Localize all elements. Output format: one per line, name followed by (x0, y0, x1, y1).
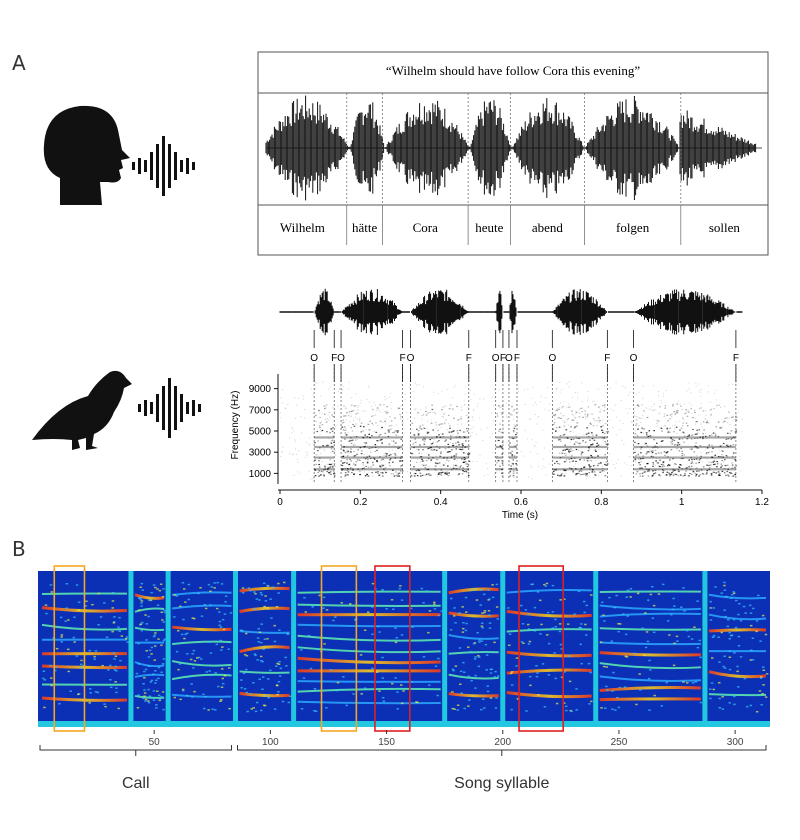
x-tick-label: 150 (378, 737, 395, 748)
sound-wave-bar (186, 158, 189, 174)
marker-label: F (500, 353, 506, 364)
segment-separator (593, 571, 599, 727)
y-tick-label: 5000 (249, 427, 272, 438)
speech-sentence: “Wilhelm should have follow Cora this ev… (386, 63, 641, 78)
marker-label: F (399, 353, 405, 364)
speech-box: “Wilhelm should have follow Cora this ev… (257, 51, 769, 256)
sound-wave-bar (180, 394, 183, 422)
speech-word: sollen (709, 220, 741, 235)
speech-word: hätte (352, 220, 377, 235)
bird-spectrogram-xlabel: Time (s) (502, 510, 538, 521)
x-tick-label: 300 (727, 737, 744, 748)
y-tick-label: 3000 (249, 448, 272, 459)
sound-wave-bar (150, 152, 153, 180)
sound-wave-bar (162, 136, 165, 196)
song-spectrogram-axis: 50 100 150 200 250 300 (149, 730, 744, 748)
bird-spectrogram-axes: 1000 3000 5000 7000 9000 0 0.2 0.4 0.6 0.8 1 1.2 (249, 374, 769, 508)
x-tick-label: 0.8 (594, 497, 608, 508)
x-tick-label: 1.2 (755, 497, 769, 508)
bird-spectrogram-ylabel: Frequency (Hz) (230, 391, 241, 460)
sound-wave-bar (174, 386, 177, 430)
marker-label: F (466, 353, 472, 364)
x-tick-label: 0.6 (514, 497, 528, 508)
sound-wave-bar (156, 144, 159, 188)
x-tick-label: 50 (149, 737, 161, 748)
segment-separator (442, 571, 448, 727)
marker-label: F (514, 353, 520, 364)
sound-wave-bar (132, 162, 135, 170)
panel-b-letter: B (12, 537, 26, 561)
segment-separator (233, 571, 239, 727)
speech-words: Wilhelm hätte Cora heute abend folgen sollen (280, 93, 741, 245)
group-brackets: Call Song syllable (39, 745, 767, 792)
sound-wave-bar (198, 404, 201, 412)
sound-wave-bar (186, 402, 189, 414)
marker-label: O (310, 353, 318, 364)
group-label: Song syllable (454, 775, 549, 792)
sound-wave-icon (138, 378, 201, 438)
x-tick-label: 0.2 (353, 497, 367, 508)
segment-separator (291, 571, 297, 727)
sound-wave-bar (144, 160, 147, 172)
sound-wave-bar (156, 394, 159, 422)
sound-wave-bar (180, 160, 183, 172)
highlight-box (53, 565, 86, 732)
highlight-box (518, 565, 564, 732)
speech-word: Wilhelm (280, 220, 325, 235)
x-tick-label: 0 (277, 497, 283, 508)
sound-wave-bar (150, 402, 153, 414)
marker-label: O (630, 353, 638, 364)
x-tick-label: 100 (262, 737, 279, 748)
bird-spectrogram (280, 381, 743, 480)
marker-label: O (492, 353, 500, 364)
sound-wave-bar (144, 400, 147, 416)
marker-label: O (337, 353, 345, 364)
sound-wave-bar (138, 158, 141, 174)
group-bracket (237, 745, 767, 756)
x-tick-label: 200 (494, 737, 511, 748)
sound-wave-bar (174, 152, 177, 180)
x-tick-label: 0.4 (434, 497, 448, 508)
y-tick-label: 9000 (249, 384, 272, 395)
sound-wave-bar (168, 378, 171, 438)
sound-wave-bar (192, 400, 195, 416)
y-tick-label: 7000 (249, 405, 272, 416)
marker-label: O (548, 353, 556, 364)
highlight-box (320, 565, 358, 732)
bird-waveform (279, 288, 743, 336)
speech-word: folgen (616, 220, 650, 235)
speech-word: abend (532, 220, 564, 235)
speech-waveform (265, 95, 762, 201)
human-head-speaking-icon (43, 105, 130, 205)
marker-label: O (407, 353, 415, 364)
sound-wave-bar (192, 162, 195, 170)
speech-word: heute (475, 220, 503, 235)
sound-wave-bar (138, 404, 141, 412)
y-tick-label: 1000 (249, 469, 272, 480)
bird-singing-icon (32, 370, 132, 450)
sound-wave-bar (168, 144, 171, 188)
highlight-box (374, 565, 411, 732)
sound-wave-bar (162, 386, 165, 430)
segment-separator (500, 571, 506, 727)
marker-label: O (505, 353, 513, 364)
group-label: Call (122, 775, 150, 792)
segment-separator (128, 571, 134, 727)
panel-a-letter: A (12, 51, 26, 75)
group-bracket (39, 745, 233, 756)
marker-label: F (604, 353, 610, 364)
x-tick-label: 250 (611, 737, 628, 748)
song-spectrogram-panel (38, 565, 770, 732)
segment-separator (165, 571, 171, 727)
sound-wave-icon (132, 136, 195, 196)
speech-word: Cora (413, 220, 439, 235)
marker-label: F (331, 353, 337, 364)
marker-label: F (733, 353, 739, 364)
x-tick-label: 1 (679, 497, 685, 508)
segment-separator (702, 571, 708, 727)
